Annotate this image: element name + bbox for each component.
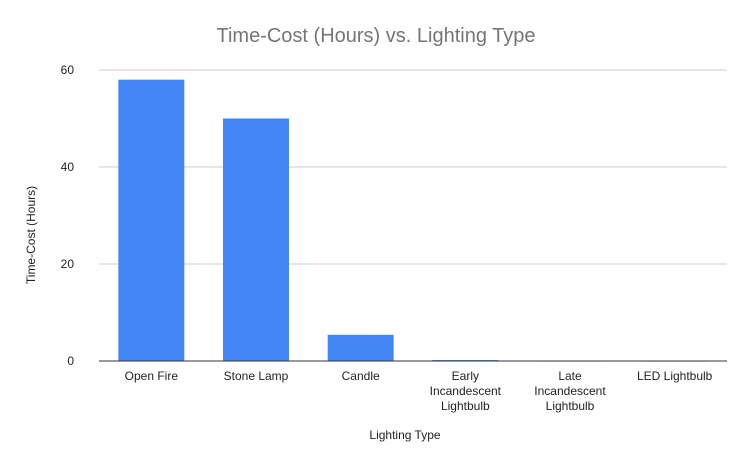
bar — [118, 79, 185, 361]
x-tick-label: Early — [452, 369, 479, 383]
x-axis-ticks: Open Fire Stone Lamp Candle EarlyIncandesce… — [125, 369, 713, 413]
y-tick-label: 0 — [67, 354, 74, 368]
y-tick-label: 60 — [61, 63, 75, 77]
y-axis-label: Time-Cost (Hours) — [24, 186, 38, 284]
x-tick-label: Incandescent — [430, 384, 502, 398]
y-tick-label: 40 — [61, 160, 75, 174]
x-tick-label: Open Fire — [125, 369, 179, 383]
x-tick-label: Late — [558, 369, 582, 383]
chart-title: Time-Cost (Hours) vs. Lighting Type — [217, 25, 536, 47]
x-tick-label: Lightbulb — [546, 399, 595, 413]
bar — [327, 334, 394, 361]
x-tick-label: Incandescent — [534, 384, 606, 398]
x-tick-label: Candle — [342, 369, 380, 383]
bar — [223, 118, 289, 361]
bars — [118, 79, 708, 362]
y-axis-ticks: 0 20 40 60 — [61, 63, 75, 368]
y-tick-label: 20 — [61, 257, 75, 271]
x-tick-label: LED Lightbulb — [637, 369, 713, 383]
gridlines — [99, 69, 727, 265]
x-tick-label: Lightbulb — [441, 399, 490, 413]
x-axis-label: Lighting Type — [369, 428, 440, 442]
x-tick-label: Stone Lamp — [224, 369, 289, 383]
